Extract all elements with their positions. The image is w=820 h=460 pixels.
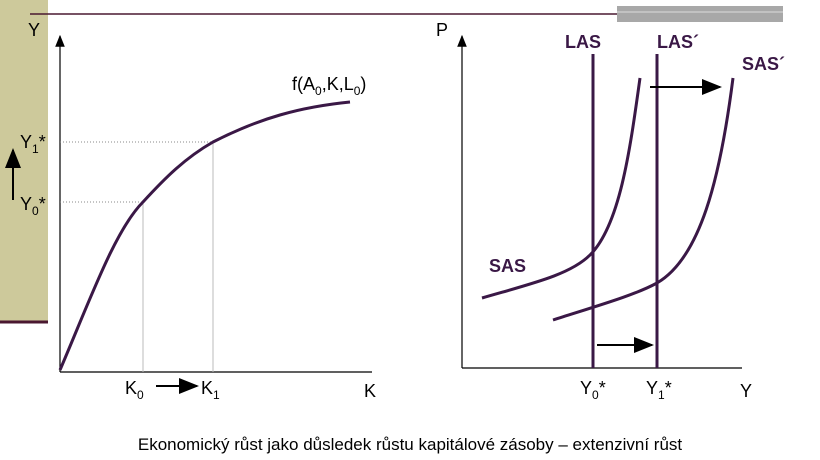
label-part: Y xyxy=(20,132,32,152)
label-part: Y xyxy=(646,378,658,398)
left-graph: Y K f(A0,K,L0) Y1* Y0* K0 K1 xyxy=(4,20,376,402)
label-part: * xyxy=(39,194,46,214)
axis-label: Y xyxy=(28,20,40,40)
right-graph: P Y LAS LAS´ SAS SAS´ Y0* Y1* xyxy=(436,20,785,402)
sas-curve xyxy=(481,77,642,300)
label-part: * xyxy=(39,132,46,152)
y-label: Y0* xyxy=(20,194,46,218)
axis-label: P xyxy=(436,20,448,40)
curve-label: f(A0,K,L0) xyxy=(292,74,366,98)
label-part: * xyxy=(599,378,606,398)
label-part: ,K,L xyxy=(322,74,354,94)
y-label: Y1* xyxy=(20,132,46,156)
sas-shifted-curve xyxy=(552,77,735,322)
sas-shifted-label: SAS´ xyxy=(742,54,785,74)
label-part: K xyxy=(125,378,137,398)
subscript: 0 xyxy=(592,388,599,402)
subscript: 1 xyxy=(658,388,665,402)
sas-label: SAS xyxy=(489,256,526,276)
subscript: 1 xyxy=(213,388,220,402)
subscript: 0 xyxy=(32,204,39,218)
x-label: K1 xyxy=(201,378,220,402)
label-part: ) xyxy=(360,74,366,94)
subscript: 0 xyxy=(354,84,361,98)
las-label: LAS xyxy=(565,32,601,52)
x-label: Y1* xyxy=(646,378,672,402)
subscript: 1 xyxy=(32,142,39,156)
caption: Ekonomický růst jako důsledek růstu kapi… xyxy=(138,435,683,454)
axis-label: K xyxy=(364,381,376,401)
production-curve xyxy=(58,100,351,371)
subscript: 0 xyxy=(137,388,144,402)
top-bar xyxy=(617,6,783,22)
subscript: 0 xyxy=(315,84,322,98)
side-bar xyxy=(0,0,48,322)
axis-label: Y xyxy=(740,381,752,401)
label-part: * xyxy=(665,378,672,398)
las-shifted-label: LAS´ xyxy=(657,32,699,52)
label-part: Y xyxy=(580,378,592,398)
label-part: f(A xyxy=(292,74,315,94)
label-part: Y xyxy=(20,194,32,214)
x-label: K0 xyxy=(125,378,144,402)
label-part: K xyxy=(201,378,213,398)
x-label: Y0* xyxy=(580,378,606,402)
